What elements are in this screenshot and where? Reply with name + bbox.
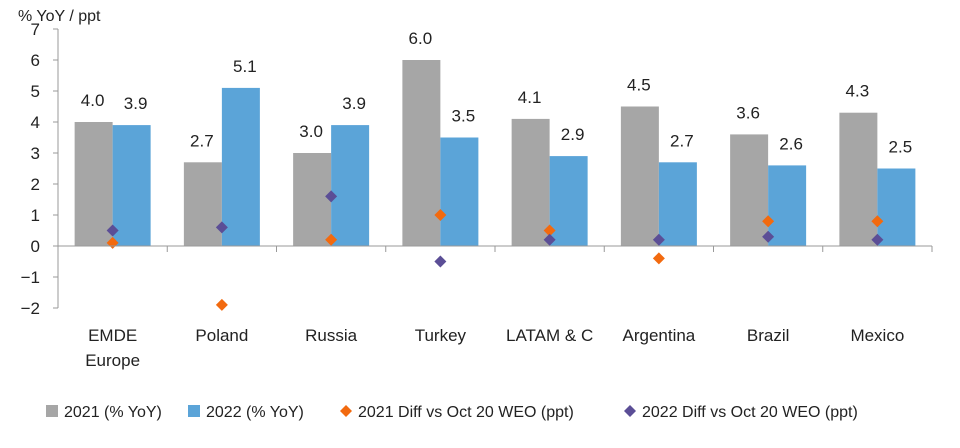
marker-2021-diff	[215, 298, 228, 311]
bar-data-label: 3.0	[299, 122, 323, 141]
bar-data-label: 2.7	[670, 131, 694, 150]
bar-2022	[549, 156, 588, 246]
bar-data-label: 5.1	[233, 57, 257, 76]
y-tick-label: −1	[21, 268, 40, 287]
category-label: Turkey	[415, 326, 467, 345]
marker-2022-diff	[215, 221, 228, 234]
bar-data-label: 3.5	[452, 107, 476, 126]
category-label: Brazil	[747, 326, 790, 345]
bar-2021	[183, 162, 222, 246]
bar-data-label: 4.3	[846, 82, 870, 101]
bar-2022	[440, 137, 479, 246]
marker-2021-diff	[543, 224, 556, 237]
legend-swatch	[188, 405, 200, 417]
bar-2021	[620, 106, 659, 246]
y-tick-label: 7	[31, 20, 40, 39]
bar-data-label: 4.5	[627, 76, 651, 95]
y-tick-label: 2	[31, 175, 40, 194]
marker-2022-diff	[106, 224, 119, 237]
marker-2022-diff	[325, 190, 338, 203]
category-label: Russia	[305, 326, 358, 345]
category-label: Mexico	[850, 326, 904, 345]
marker-2022-diff	[762, 230, 775, 243]
bar-data-label: 2.5	[889, 138, 913, 157]
legend: 2021 (% YoY) 2022 (% YoY) 2021 Diff vs Oct…	[46, 404, 858, 421]
bar-data-label: 4.0	[81, 91, 105, 110]
bar-2022	[221, 87, 260, 247]
bar-2021	[839, 112, 878, 246]
legend-label: 2021 (% YoY)	[64, 404, 162, 421]
marker-2021-diff	[325, 233, 338, 246]
marker-2022-diff	[871, 233, 884, 246]
bar-2021	[511, 118, 550, 246]
category-label: EMDE Europe	[85, 326, 140, 370]
y-tick-label: 4	[31, 113, 40, 132]
bar-data-label: 4.1	[518, 88, 542, 107]
marker-2022-diff	[543, 233, 556, 246]
y-axis-unit-label: % YoY / ppt	[18, 8, 101, 25]
marker-2022-diff	[434, 255, 447, 268]
y-tick-label: 1	[31, 206, 40, 225]
bar-2022	[877, 168, 916, 246]
marker-2022-diff	[652, 233, 665, 246]
category-label: Argentina	[622, 326, 695, 345]
y-tick-label: −2	[21, 299, 40, 318]
marker-2021-diff	[871, 215, 884, 228]
bar-2021	[730, 134, 769, 246]
bars: 4.0 3.9 2.7 5.1 3.0 3.9 6.0 3.5 4.1 2.9 4.5 2.7 3.6 2…	[74, 29, 916, 247]
bar-data-label: 2.7	[190, 131, 214, 150]
bar-data-label: 3.6	[736, 103, 760, 122]
y-tick-label: 5	[31, 82, 40, 101]
bar-2021	[402, 60, 441, 246]
legend-swatch	[624, 405, 636, 417]
y-axis: −2 −1 0 1 2 3 4 5 6 7	[21, 20, 59, 318]
marker-2021-diff	[762, 215, 775, 228]
category-label: Poland	[195, 326, 248, 345]
bar-data-label: 6.0	[409, 29, 433, 48]
marker-2021-diff	[434, 209, 447, 221]
legend-label: 2022 (% YoY)	[206, 404, 304, 421]
bar-2021	[74, 122, 113, 246]
bar-data-label: 2.9	[561, 125, 585, 144]
bar-2022	[658, 162, 697, 246]
y-tick-label: 6	[31, 51, 40, 70]
legend-swatch	[340, 405, 352, 417]
marker-2021-diff	[652, 252, 665, 265]
y-tick-label: 3	[31, 144, 40, 163]
bar-2022	[768, 165, 807, 246]
x-axis: EMDE Europe Poland Russia Turkey LATAM & C Arg…	[57, 245, 933, 370]
bar-2022	[331, 125, 370, 246]
legend-swatch	[46, 405, 58, 417]
bar-data-label: 3.9	[342, 94, 366, 113]
legend-label: 2022 Diff vs Oct 20 WEO (ppt)	[642, 404, 858, 421]
bar-2021	[293, 153, 332, 246]
y-tick-label: 0	[31, 237, 40, 256]
legend-label: 2021 Diff vs Oct 20 WEO (ppt)	[358, 404, 574, 421]
bar-data-label: 3.9	[124, 94, 148, 113]
bar-2022	[112, 125, 151, 246]
bar-data-label: 2.6	[779, 134, 803, 153]
category-label: LATAM & C	[506, 326, 593, 345]
